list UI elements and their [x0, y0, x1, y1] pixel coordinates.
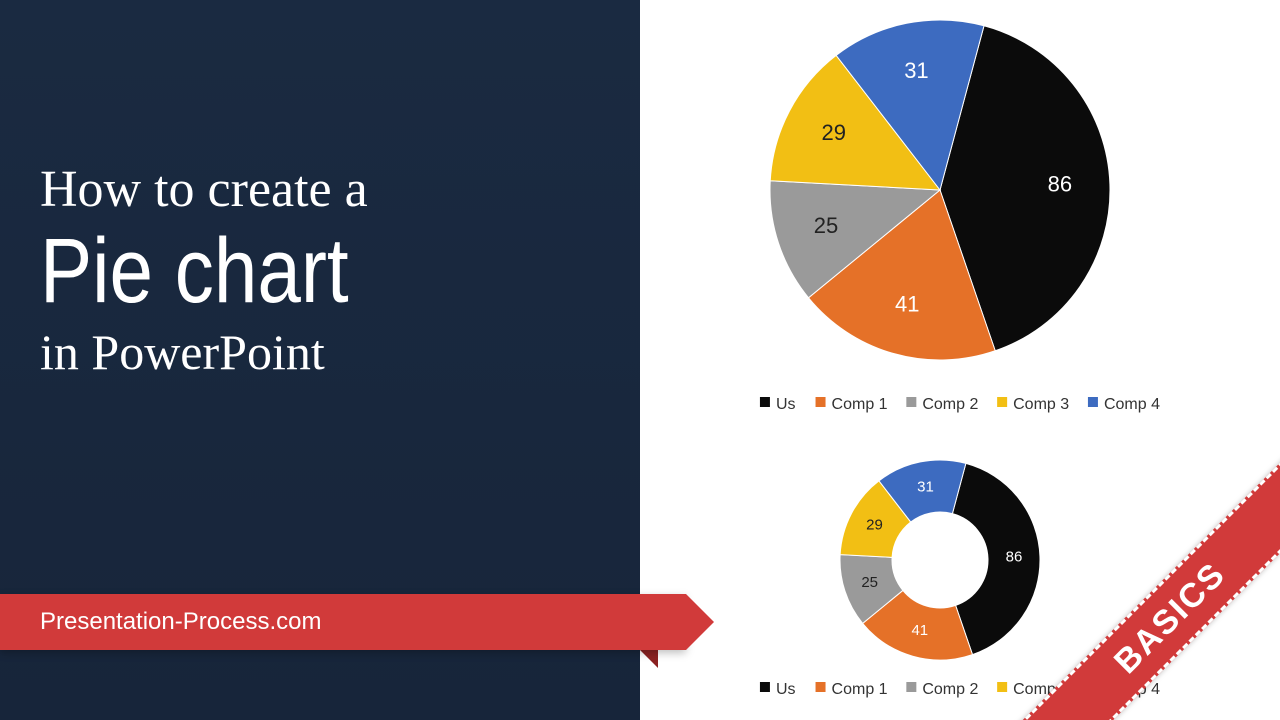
legend-swatch [997, 682, 1007, 692]
site-ribbon-label: Presentation-Process.com [40, 608, 321, 636]
slice-value-label: 41 [895, 291, 919, 316]
legend-label: Comp 3 [1013, 396, 1069, 413]
slice-value-label: 25 [814, 213, 838, 238]
donut-chart: 86 41 25 29 31 [840, 460, 1040, 660]
legend-label: Comp 2 [922, 396, 978, 413]
title-line-2: Pie chart [40, 225, 349, 317]
title-block: How to create a Pie chart in PowerPoint [40, 160, 403, 381]
title-line-1: How to create a [40, 160, 403, 219]
slice-value-label: 29 [822, 120, 846, 145]
legend-swatch [1088, 397, 1098, 407]
slice-value-label: 31 [917, 478, 934, 495]
slide: How to create a Pie chart in PowerPoint … [0, 0, 1280, 720]
legend-swatch [816, 682, 826, 692]
slice-value-label: 86 [1048, 172, 1072, 197]
pie-slice [952, 463, 1040, 654]
ribbon-fold [640, 650, 658, 668]
legend-label: Comp 2 [922, 681, 978, 698]
slice-value-label: 41 [911, 622, 928, 639]
legend-swatch [760, 682, 770, 692]
legend-label: Comp 1 [832, 396, 888, 413]
legend-label: Us [776, 681, 796, 698]
title-line-3: in PowerPoint [40, 323, 403, 381]
pie-chart: 86 41 25 29 31 [770, 20, 1110, 360]
legend-label: Comp 4 [1104, 396, 1160, 413]
slice-value-label: 25 [861, 574, 878, 591]
legend-label: Comp 1 [832, 681, 888, 698]
legend-swatch [760, 397, 770, 407]
legend-swatch [906, 682, 916, 692]
chart-legend: Us Comp 1 Comp 2 Comp 3 Comp 4 [760, 396, 1160, 413]
legend-label: Us [776, 396, 796, 413]
site-ribbon: Presentation-Process.com [0, 594, 686, 650]
slice-value-label: 31 [904, 58, 928, 83]
legend-swatch [997, 397, 1007, 407]
slice-value-label: 86 [1006, 548, 1023, 565]
legend-swatch [816, 397, 826, 407]
slice-value-label: 29 [866, 517, 883, 534]
legend-swatch [906, 397, 916, 407]
